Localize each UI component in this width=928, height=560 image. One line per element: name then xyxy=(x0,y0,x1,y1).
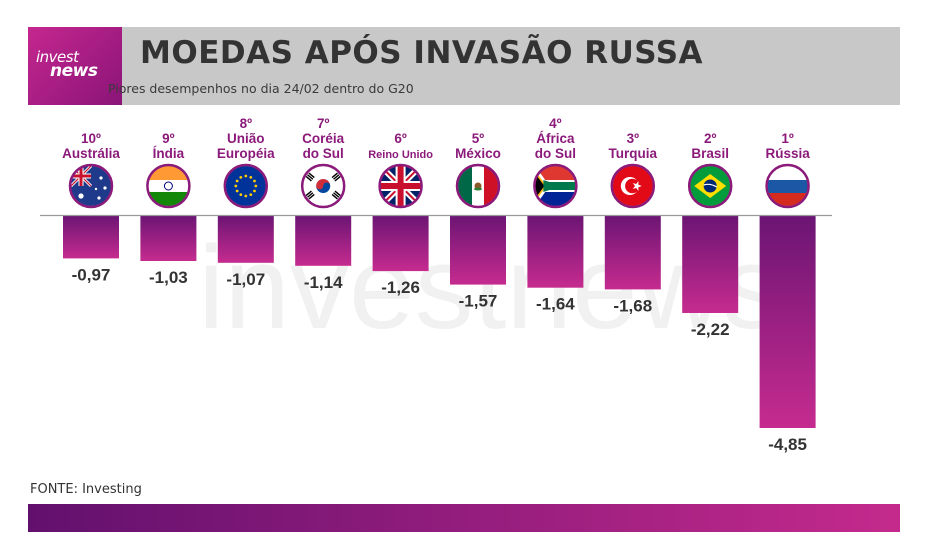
category-label-2: União xyxy=(227,131,265,146)
rank-label-9: 1º xyxy=(781,131,794,146)
india-flag-icon xyxy=(146,163,191,209)
south-africa-flag-icon xyxy=(533,163,578,209)
bar-4 xyxy=(372,216,429,272)
bar-1 xyxy=(140,216,197,261)
chart-header: invest news MOEDAS APÓS INVASÃO RUSSA Pi… xyxy=(28,27,900,105)
value-label-2: -1,07 xyxy=(226,270,265,289)
turkey-flag-icon xyxy=(610,163,656,209)
rank-label-1: 9º xyxy=(162,131,175,146)
logo-text-news: news xyxy=(50,61,98,81)
uk-flag-icon xyxy=(378,163,423,209)
australia-flag-icon xyxy=(68,163,114,209)
category-label-3: Coréia xyxy=(302,131,345,146)
bar-8 xyxy=(682,216,739,313)
category-label-4: Reino Unido xyxy=(368,149,433,161)
chart-subtitle: Piores desempenhos no dia 24/02 dentro d… xyxy=(108,81,414,96)
rank-label-3: 7º xyxy=(317,116,330,131)
bar-7 xyxy=(604,216,661,290)
bar-2 xyxy=(217,216,274,263)
value-label-4: -1,26 xyxy=(381,278,420,297)
footer-gradient-bar xyxy=(28,504,900,532)
chart-title: MOEDAS APÓS INVASÃO RUSSA xyxy=(140,35,704,71)
rank-label-2: 8º xyxy=(240,116,253,131)
south-korea-flag-icon xyxy=(300,163,346,209)
bars-layer xyxy=(63,216,816,428)
bar-3 xyxy=(295,216,352,266)
value-label-7: -1,68 xyxy=(613,296,652,315)
eu-flag-icon xyxy=(223,163,269,209)
category-label-0: Austrália xyxy=(62,146,120,161)
category-label-9: Rússia xyxy=(765,146,810,161)
value-label-0: -0,97 xyxy=(72,265,111,284)
rank-label-8: 2º xyxy=(704,131,717,146)
brazil-flag-icon xyxy=(687,163,733,209)
investnews-logo: invest news xyxy=(28,27,122,105)
category-label-2: Européia xyxy=(217,146,275,161)
bar-5 xyxy=(450,216,506,285)
source-note: FONTE: Investing xyxy=(30,482,142,497)
logo-text-invest: invest xyxy=(36,48,79,66)
category-label-1: Índia xyxy=(153,146,185,161)
value-label-1: -1,03 xyxy=(149,268,188,287)
category-label-8: Brasil xyxy=(691,146,729,161)
category-label-6: do Sul xyxy=(535,146,576,161)
bar-chart: investnews -0,9710ºAustrália-1,039ºÍndia… xyxy=(40,116,832,454)
category-label-5: México xyxy=(455,146,501,161)
value-label-3: -1,14 xyxy=(304,273,343,292)
rank-label-5: 5º xyxy=(472,131,485,146)
category-label-7: Turquia xyxy=(609,146,658,161)
mexico-flag-icon xyxy=(455,163,501,209)
value-label-6: -1,64 xyxy=(536,295,575,314)
bar-0 xyxy=(63,216,119,259)
value-label-5: -1,57 xyxy=(459,292,498,311)
rank-label-7: 3º xyxy=(627,131,640,146)
russia-flag-icon xyxy=(765,163,810,209)
rank-label-0: 10º xyxy=(81,131,101,146)
category-label-3: do Sul xyxy=(303,146,344,161)
rank-label-4: 6º xyxy=(394,131,407,146)
bar-9 xyxy=(759,216,816,428)
value-label-8: -2,22 xyxy=(691,320,730,339)
category-label-6: África xyxy=(536,131,575,146)
rank-label-6: 4º xyxy=(549,116,562,131)
value-label-9: -4,85 xyxy=(768,435,807,454)
bar-6 xyxy=(527,216,584,288)
